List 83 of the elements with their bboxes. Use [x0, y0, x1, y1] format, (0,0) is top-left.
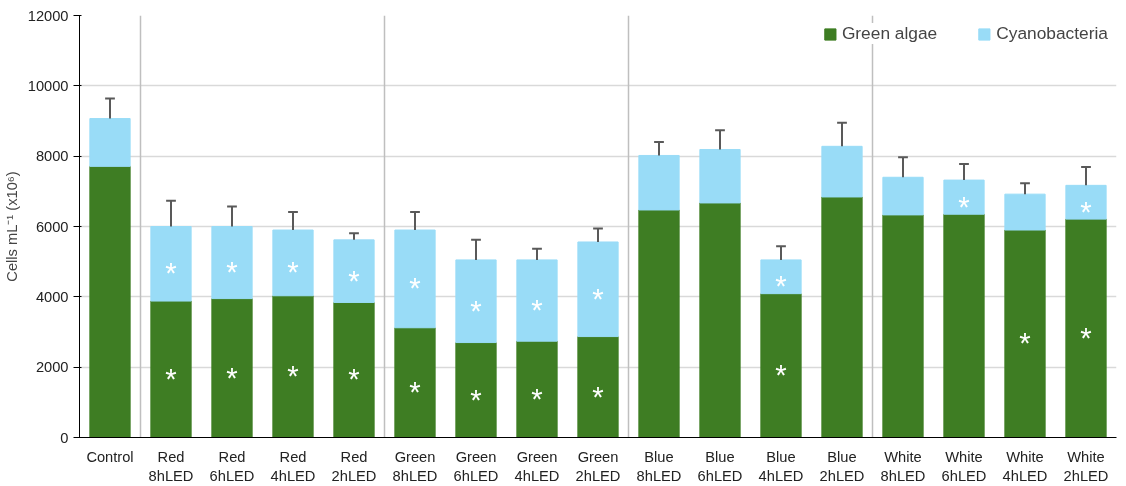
- bar: [882, 176, 924, 216]
- x-tick-label: Red 8hLED: [148, 448, 194, 484]
- x-tick-label: Green 4hLED: [514, 448, 560, 484]
- bar: [211, 298, 253, 438]
- bar: [272, 295, 314, 438]
- data-label: *: [592, 281, 604, 315]
- y-tick-label: 6000: [35, 218, 69, 235]
- x-tick-label: White 4hLED: [1002, 448, 1048, 484]
- data-label: *: [470, 382, 482, 416]
- bar: [699, 148, 741, 204]
- bar: [455, 259, 497, 344]
- data-label: *: [1080, 320, 1092, 354]
- bar: [516, 340, 558, 438]
- data-label: *: [531, 381, 543, 415]
- y-tick-label: 2000: [35, 359, 69, 376]
- x-tick-label: White 2hLED: [1063, 448, 1109, 484]
- data-label: *: [775, 358, 787, 392]
- bar: [638, 209, 680, 438]
- data-label: *: [287, 359, 299, 393]
- bar: [577, 336, 619, 438]
- y-tick-label: 10000: [27, 77, 69, 94]
- bar: [394, 229, 436, 329]
- x-tick-label: Green 6hLED: [453, 448, 499, 484]
- x-tick-label: Control: [86, 448, 134, 465]
- x-tick-label: White 6hLED: [941, 448, 987, 484]
- x-tick-label: Green 8hLED: [392, 448, 438, 484]
- data-label: *: [470, 293, 482, 327]
- legend-label: Green algae: [841, 23, 938, 44]
- y-tick-label: 8000: [35, 148, 69, 165]
- x-tick-label: Blue 4hLED: [758, 448, 804, 484]
- bar: [760, 293, 802, 438]
- data-label: *: [226, 360, 238, 394]
- bar: [333, 301, 375, 438]
- data-label: *: [409, 271, 421, 305]
- bar: [577, 241, 619, 338]
- data-label: *: [958, 189, 970, 223]
- bar: [516, 259, 558, 342]
- bar: [1065, 218, 1107, 438]
- x-tick-label: White 8hLED: [880, 448, 926, 484]
- bar: [89, 118, 131, 167]
- bar: [943, 179, 985, 215]
- legend-label: Cyanobacteria: [996, 23, 1108, 44]
- x-tick-label: Blue 8hLED: [636, 448, 682, 484]
- bar: [638, 154, 680, 211]
- x-tick-label: Red 6hLED: [209, 448, 255, 484]
- data-label: *: [775, 269, 787, 303]
- data-label: *: [348, 263, 360, 297]
- data-label: *: [1080, 194, 1092, 228]
- data-label: *: [226, 255, 238, 289]
- y-tick-label: 12000: [27, 7, 69, 24]
- data-label: *: [165, 256, 177, 290]
- y-tick-label: 4000: [35, 288, 69, 305]
- bar: [1004, 193, 1046, 231]
- x-tick-label: Red 2hLED: [331, 448, 377, 484]
- bar: [150, 226, 192, 302]
- bar: [1065, 184, 1107, 220]
- data-label: *: [409, 375, 421, 409]
- bar: [333, 239, 375, 303]
- bar: [89, 165, 131, 438]
- y-tick-label: 0: [60, 429, 69, 446]
- bar: [699, 202, 741, 438]
- data-label: *: [348, 362, 360, 396]
- bar: [394, 327, 436, 438]
- data-label: *: [165, 361, 177, 395]
- bar: [272, 229, 314, 297]
- x-tick-label: Blue 6hLED: [697, 448, 743, 484]
- x-tick-label: Green 2hLED: [575, 448, 621, 484]
- bar: [211, 226, 253, 300]
- bar: [455, 342, 497, 438]
- data-label: *: [592, 379, 604, 413]
- data-label: *: [287, 255, 299, 289]
- bar: [943, 213, 985, 438]
- x-tick-label: Blue 2hLED: [819, 448, 865, 484]
- bar: [821, 196, 863, 438]
- bar: [150, 300, 192, 438]
- data-label: *: [1019, 326, 1031, 360]
- bar: [760, 259, 802, 295]
- bar: [882, 214, 924, 438]
- y-axis-title: Cells mL⁻¹ (x10⁶): [3, 171, 20, 282]
- bar: [821, 145, 863, 198]
- data-label: *: [531, 293, 543, 327]
- bar: [1004, 229, 1046, 438]
- x-tick-label: Red 4hLED: [270, 448, 316, 484]
